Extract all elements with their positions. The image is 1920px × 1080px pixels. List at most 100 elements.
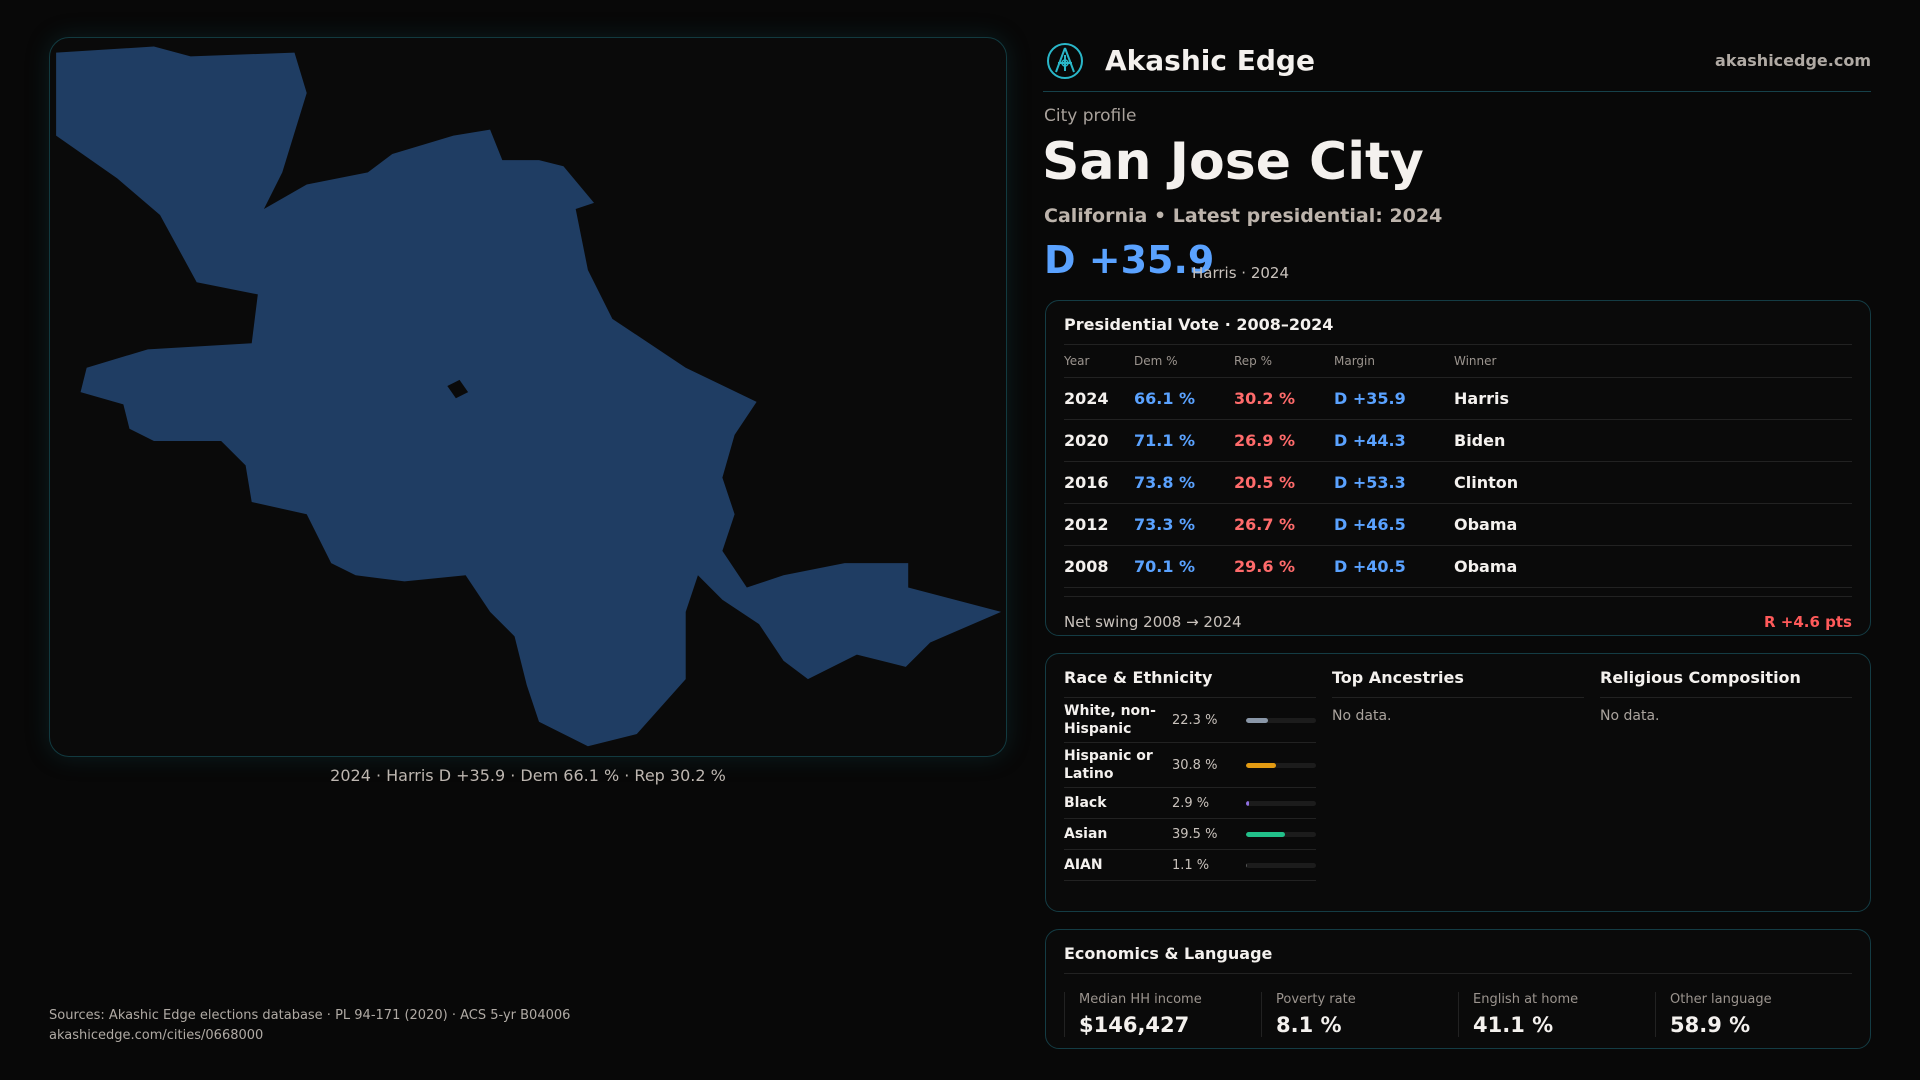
race-label: Hispanic or Latino xyxy=(1064,748,1153,782)
map-caption: 2024 · Harris D +35.9 · Dem 66.1 % · Rep… xyxy=(330,766,726,785)
stat-value: $146,427 xyxy=(1079,1013,1190,1037)
race-label: Asian xyxy=(1064,826,1108,842)
card-title: Presidential Vote · 2008–2024 xyxy=(1064,301,1852,345)
col-rep: Rep % xyxy=(1234,345,1334,378)
race-value: 1.1 % xyxy=(1172,857,1210,873)
econ-title: Economics & Language xyxy=(1064,930,1852,974)
vote-table: Year Dem % Rep % Margin Winner 2024 66.1 … xyxy=(1064,345,1852,588)
vote-row: 2024 66.1 % 30.2 % D +35.9 Harris xyxy=(1064,377,1852,420)
econ-stat: Other language 58.9 % xyxy=(1655,992,1852,1037)
race-value: 22.3 % xyxy=(1172,712,1218,728)
site-link[interactable]: akashicedge.com xyxy=(1715,51,1871,70)
page-subtitle: California • Latest presidential: 2024 xyxy=(1044,205,1443,227)
race-bar xyxy=(1246,862,1316,868)
vote-row: 2016 73.8 % 20.5 % D +53.3 Clinton xyxy=(1064,461,1852,504)
stat-label: Poverty rate xyxy=(1276,992,1356,1007)
stat-label: Median HH income xyxy=(1079,992,1202,1007)
race-bar-fill xyxy=(1246,800,1249,806)
race-label: AIAN xyxy=(1064,857,1103,873)
cell-year: 2020 xyxy=(1064,419,1134,462)
cell-winner: Clinton xyxy=(1454,461,1852,504)
ancestries-section: Top Ancestries No data. xyxy=(1332,654,1584,881)
vote-row: 2008 70.1 % 29.6 % D +40.5 Obama xyxy=(1064,545,1852,588)
race-value: 30.8 % xyxy=(1172,757,1218,773)
race-row: White, non-Hispanic 22.3 % xyxy=(1064,698,1316,743)
econ-stat: Median HH income $146,427 xyxy=(1064,992,1261,1037)
page-title: San Jose City xyxy=(1042,132,1424,192)
latest-margin: D +35.9 xyxy=(1044,238,1215,282)
col-year: Year xyxy=(1064,345,1134,378)
net-swing-value: R +4.6 pts xyxy=(1764,612,1852,631)
city-boundary-map xyxy=(56,46,1002,747)
race-label: Black xyxy=(1064,795,1107,811)
cell-dem-pct: 73.8 % xyxy=(1134,461,1234,504)
cell-winner: Harris xyxy=(1454,377,1852,420)
cell-margin: D +35.9 xyxy=(1334,377,1454,420)
race-value: 39.5 % xyxy=(1172,826,1218,842)
cell-rep-pct: 29.6 % xyxy=(1234,545,1334,588)
footer-sources: Sources: Akashic Edge elections database… xyxy=(49,1008,571,1023)
vote-row: 2012 73.3 % 26.7 % D +46.5 Obama xyxy=(1064,503,1852,546)
race-bar xyxy=(1246,717,1316,723)
cell-rep-pct: 20.5 % xyxy=(1234,461,1334,504)
cell-winner: Biden xyxy=(1454,419,1852,462)
cell-winner: Obama xyxy=(1454,545,1852,588)
net-swing: Net swing 2008 → 2024 R +4.6 pts xyxy=(1064,595,1852,645)
race-ethnicity-section: Race & Ethnicity White, non-Hispanic 22.3… xyxy=(1064,654,1316,881)
religion-title: Religious Composition xyxy=(1600,654,1852,698)
race-title: Race & Ethnicity xyxy=(1064,654,1316,698)
col-dem: Dem % xyxy=(1134,345,1234,378)
cell-rep-pct: 26.9 % xyxy=(1234,419,1334,462)
cell-year: 2008 xyxy=(1064,545,1134,588)
race-row: Black 2.9 % xyxy=(1064,788,1316,819)
race-bar xyxy=(1246,762,1316,768)
cell-winner: Obama xyxy=(1454,503,1852,546)
page-kicker: City profile xyxy=(1044,106,1137,126)
race-label: White, non-Hispanic xyxy=(1064,703,1156,737)
cell-margin: D +46.5 xyxy=(1334,503,1454,546)
race-bar xyxy=(1246,800,1316,806)
col-winner: Winner xyxy=(1454,345,1852,378)
stat-label: Other language xyxy=(1670,992,1772,1007)
latest-margin-note: Harris · 2024 xyxy=(1192,264,1290,282)
demographics-card: Race & Ethnicity White, non-Hispanic 22.3… xyxy=(1045,653,1871,912)
race-bar-fill xyxy=(1246,862,1248,868)
stat-value: 58.9 % xyxy=(1670,1013,1751,1037)
race-bar-fill xyxy=(1246,762,1277,768)
cell-year: 2016 xyxy=(1064,461,1134,504)
race-bar-fill xyxy=(1246,831,1285,837)
vote-row: 2020 71.1 % 26.9 % D +44.3 Biden xyxy=(1064,419,1852,462)
race-row: AIAN 1.1 % xyxy=(1064,850,1316,881)
race-bar-fill xyxy=(1246,717,1268,723)
map-hole xyxy=(447,379,469,399)
cell-dem-pct: 66.1 % xyxy=(1134,377,1234,420)
ancestries-title: Top Ancestries xyxy=(1332,654,1584,698)
religion-section: Religious Composition No data. xyxy=(1600,654,1852,881)
city-map[interactable] xyxy=(49,37,1007,757)
city-boundary-shape xyxy=(56,46,1002,747)
stat-value: 8.1 % xyxy=(1276,1013,1342,1037)
footer-url[interactable]: akashicedge.com/cities/0668000 xyxy=(49,1028,264,1043)
cell-year: 2012 xyxy=(1064,503,1134,546)
cell-dem-pct: 73.3 % xyxy=(1134,503,1234,546)
cell-rep-pct: 26.7 % xyxy=(1234,503,1334,546)
col-margin: Margin xyxy=(1334,345,1454,378)
race-row: Hispanic or Latino 30.8 % xyxy=(1064,743,1316,788)
footer: Sources: Akashic Edge elections database… xyxy=(49,1006,570,1046)
economics-card: Economics & Language Median HH income $14… xyxy=(1045,929,1871,1049)
religion-empty: No data. xyxy=(1600,708,1660,724)
cell-dem-pct: 70.1 % xyxy=(1134,545,1234,588)
presidential-vote-card: Presidential Vote · 2008–2024 Year Dem %… xyxy=(1045,300,1871,636)
econ-stat: Poverty rate 8.1 % xyxy=(1261,992,1458,1037)
cell-year: 2024 xyxy=(1064,377,1134,420)
cell-rep-pct: 30.2 % xyxy=(1234,377,1334,420)
econ-stat: English at home 41.1 % xyxy=(1458,992,1655,1037)
cell-margin: D +40.5 xyxy=(1334,545,1454,588)
race-row: Asian 39.5 % xyxy=(1064,819,1316,850)
race-value: 2.9 % xyxy=(1172,795,1210,811)
race-bar xyxy=(1246,831,1316,837)
brand-name: Akashic Edge xyxy=(1105,44,1315,77)
stat-value: 41.1 % xyxy=(1473,1013,1554,1037)
net-swing-label: Net swing 2008 → 2024 xyxy=(1064,612,1242,631)
cell-margin: D +44.3 xyxy=(1334,419,1454,462)
